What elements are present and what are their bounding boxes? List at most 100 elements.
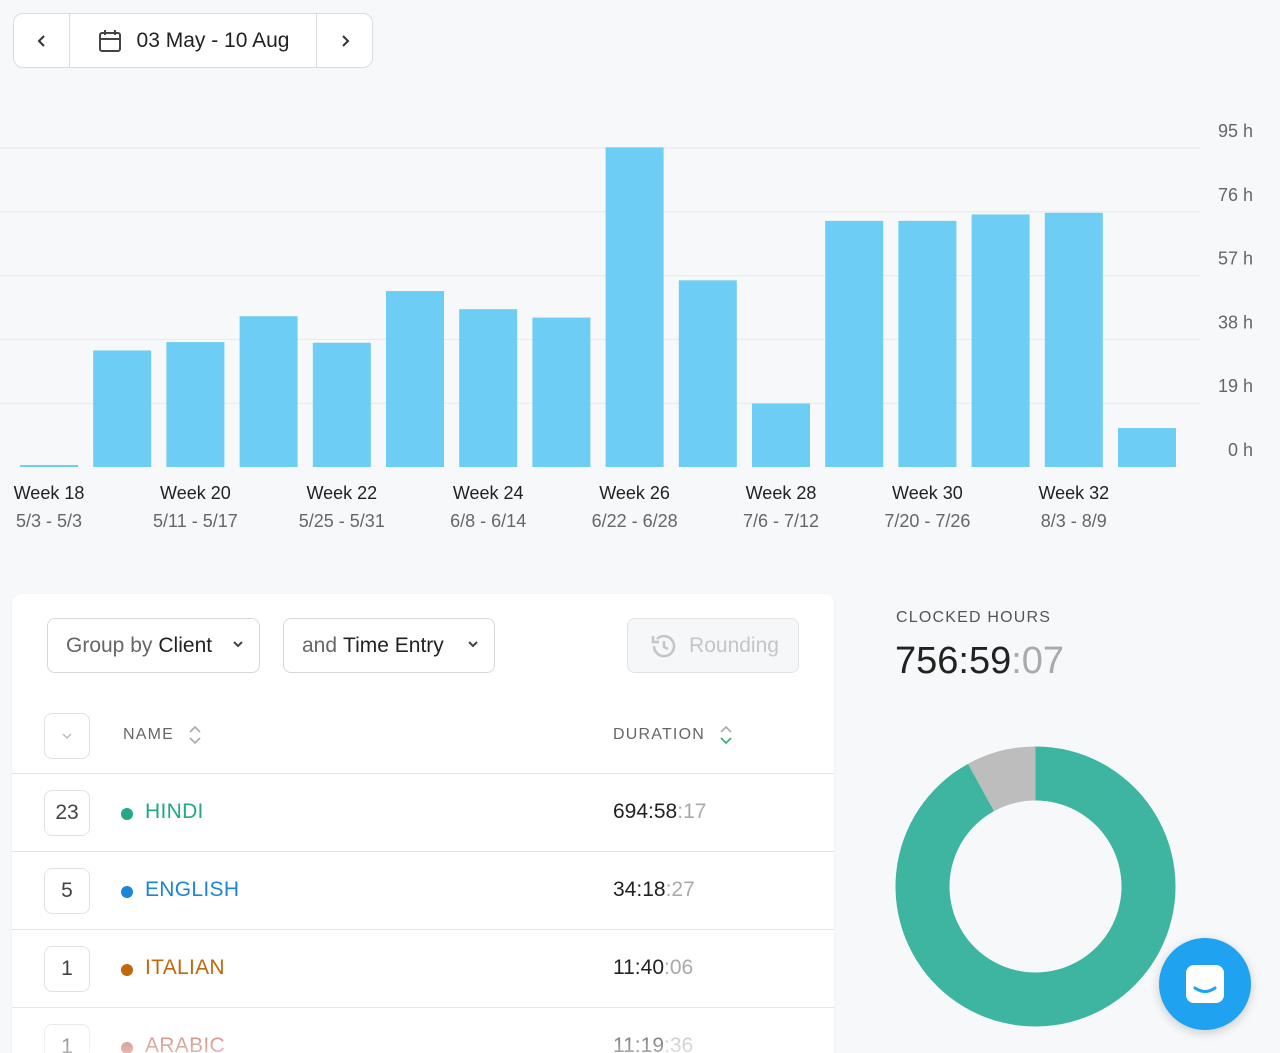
next-range-button[interactable] [317,14,372,67]
entry-count-badge[interactable]: 23 [44,790,90,836]
chevron-down-icon [468,641,478,648]
name-column-header[interactable]: NAME [123,724,202,746]
duration-seconds: :27 [665,878,695,901]
x-tick-week-label: Week 24 [453,483,524,503]
client-name: HINDI [145,800,204,823]
duration-seconds: :06 [664,956,694,979]
x-tick-week-label: Week 18 [14,483,85,503]
duration-main: 694:58 [613,800,678,823]
sort-descending-icon [720,725,732,745]
previous-range-button[interactable] [14,14,69,67]
x-tick-week-label: Week 30 [892,483,963,503]
table-row[interactable]: 1 ARABIC 11:19:36 [12,1008,834,1053]
duration-seconds: :36 [664,1034,694,1053]
x-tick-range-label: 7/6 - 7/12 [743,511,819,531]
chart-bar [312,342,371,467]
date-range-picker: 03 May - 10 Aug [13,13,373,68]
chart-bar [825,220,884,467]
expand-all-button[interactable] [44,713,90,759]
clients-donut-chart [895,746,1176,1027]
y-tick-label: 38 h [1218,312,1253,332]
chat-support-button[interactable] [1159,938,1251,1030]
client-color-dot [121,1042,133,1053]
chart-bar [971,214,1030,467]
y-tick-label: 57 h [1218,249,1253,269]
table-row[interactable]: 23 HINDI 694:58:17 [12,774,834,852]
clocked-hours-label: CLOCKED HOURS [896,609,1052,626]
client-color-dot [121,808,133,820]
chart-bar [678,280,737,467]
table-row[interactable]: 1 ITALIAN 11:40:06 [12,930,834,1008]
rounding-button[interactable]: Rounding [627,618,799,673]
duration-column-header[interactable]: DURATION [613,724,733,746]
x-tick-range-label: 5/11 - 5/17 [153,511,238,531]
client-color-dot [121,964,133,976]
x-tick-week-label: Week 32 [1038,483,1109,503]
chart-bar [532,317,591,467]
client-name: ENGLISH [145,878,240,901]
chevron-left-icon [37,34,45,47]
weekly-hours-chart: 0 h 19 h 38 h 57 h 76 h 95 h Week 18 5/3 - 5/3 W… [0,100,1280,550]
x-tick-week-label: Week 26 [599,483,670,503]
bar-chart: 0 h 19 h 38 h 57 h 76 h 95 h Week 18 5/3 - 5/3 W… [0,121,1253,531]
x-tick-range-label: 5/3 - 5/3 [16,511,82,531]
divider [69,14,70,67]
sort-icon [189,725,201,745]
rounding-history-icon [651,634,676,657]
chart-bar [239,316,298,467]
chart-bar [386,291,444,467]
sub-group-value: Time Entry [343,633,444,657]
duration-value: 11:19:36 [613,1034,693,1053]
x-tick-range-label: 8/3 - 8/9 [1041,511,1107,531]
sub-group-prefix: and [302,633,338,657]
group-by-prefix: Group by [66,633,153,657]
donut-segment [968,746,1036,812]
x-tick-range-label: 5/25 - 5/31 [299,511,385,531]
date-range-button[interactable]: 03 May - 10 Aug [70,14,316,67]
name-header-label: NAME [123,726,175,743]
duration-header-label: DURATION [613,726,705,743]
report-table-card: Group by Client and Time Entry Rounding … [12,594,834,1053]
entry-count-badge[interactable]: 5 [44,868,90,914]
chart-bar [752,403,810,467]
divider [316,14,317,67]
duration-value: 34:18:27 [613,878,695,902]
clocked-hours-value: 756:59:07 [895,640,1064,683]
x-tick-week-label: Week 28 [746,483,817,503]
group-by-value: Client [158,633,213,657]
duration-seconds: :17 [677,800,707,823]
chart-bar [605,147,664,467]
chart-bar [1044,212,1103,467]
table-row[interactable]: 5 ENGLISH 34:18:27 [12,852,834,930]
chat-icon [1186,965,1224,1003]
client-color-dot [121,886,133,898]
chevron-down-icon [62,733,72,740]
duration-value: 694:58:17 [613,800,706,824]
clocked-hours-seconds: :07 [1011,640,1065,682]
calendar-icon [98,29,121,52]
y-tick-label: 76 h [1218,185,1253,205]
x-tick-range-label: 7/20 - 7/26 [884,511,970,531]
y-tick-label: 95 h [1218,121,1253,141]
x-tick-week-label: Week 22 [306,483,377,503]
chart-bar [459,309,518,467]
table-header: NAME DURATION [12,694,834,774]
entry-count-badge[interactable]: 1 [44,1024,90,1053]
duration-main: 34:18 [613,878,666,901]
chart-bar [1118,428,1176,467]
clocked-hours-main: 756:59 [895,640,1012,682]
sub-group-select[interactable]: and Time Entry [283,618,495,673]
client-name: ITALIAN [145,956,225,979]
group-by-select[interactable]: Group by Client [47,618,260,673]
client-name: ARABIC [145,1034,225,1053]
duration-value: 11:40:06 [613,956,693,980]
y-tick-label: 0 h [1228,440,1253,460]
chart-bar [898,220,957,467]
chart-bar [93,350,152,467]
chevron-down-icon [233,641,243,648]
duration-main: 11:40 [613,956,664,979]
chevron-right-icon [341,34,349,47]
x-tick-week-label: Week 20 [160,483,231,503]
entry-count-badge[interactable]: 1 [44,946,90,992]
chart-bar [166,342,225,467]
